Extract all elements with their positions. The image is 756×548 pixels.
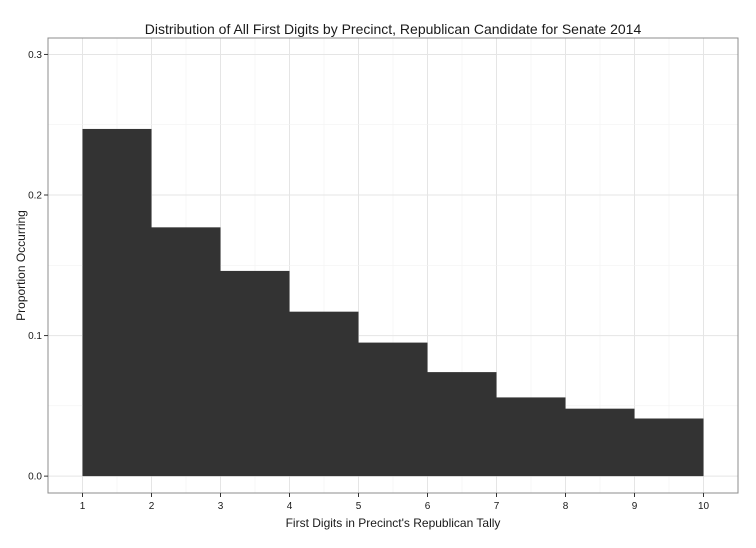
histogram-bar bbox=[565, 408, 635, 477]
x-tick-label: 6 bbox=[425, 501, 431, 512]
x-tick-label: 8 bbox=[563, 501, 569, 512]
x-tick-label: 7 bbox=[494, 501, 500, 512]
histogram-bar bbox=[634, 418, 704, 477]
y-tick-label: 0.2 bbox=[28, 191, 42, 202]
x-axis-title: First Digits in Precinct's Republican Ta… bbox=[286, 516, 501, 530]
x-tick-label: 1 bbox=[80, 501, 86, 512]
y-tick-label: 0.3 bbox=[28, 50, 42, 61]
histogram-bar bbox=[496, 397, 566, 477]
histogram-bar bbox=[82, 128, 152, 477]
axes: 1 2 3 4 5 6 7 8 9 10 0.0 0.1 0.2 0.3 bbox=[28, 50, 709, 512]
x-tick-label: 9 bbox=[632, 501, 638, 512]
panel-border bbox=[47, 37, 739, 494]
x-tick-label: 2 bbox=[149, 501, 155, 512]
histogram-bar bbox=[427, 372, 497, 477]
histogram-bar bbox=[289, 311, 359, 477]
x-tick-label: 10 bbox=[698, 501, 710, 512]
x-tick-label: 3 bbox=[218, 501, 224, 512]
histogram-bar bbox=[358, 342, 428, 477]
bars bbox=[82, 128, 704, 477]
y-tick-label: 0.0 bbox=[28, 472, 42, 483]
y-tick-label: 0.1 bbox=[28, 331, 42, 342]
y-axis-title: Proportion Occurring bbox=[14, 210, 28, 321]
histogram-bar bbox=[151, 227, 221, 477]
x-tick-label: 4 bbox=[287, 501, 293, 512]
histogram-bar bbox=[220, 270, 290, 477]
x-tick-label: 5 bbox=[356, 501, 362, 512]
chart-title: Distribution of All First Digits by Prec… bbox=[145, 21, 642, 37]
